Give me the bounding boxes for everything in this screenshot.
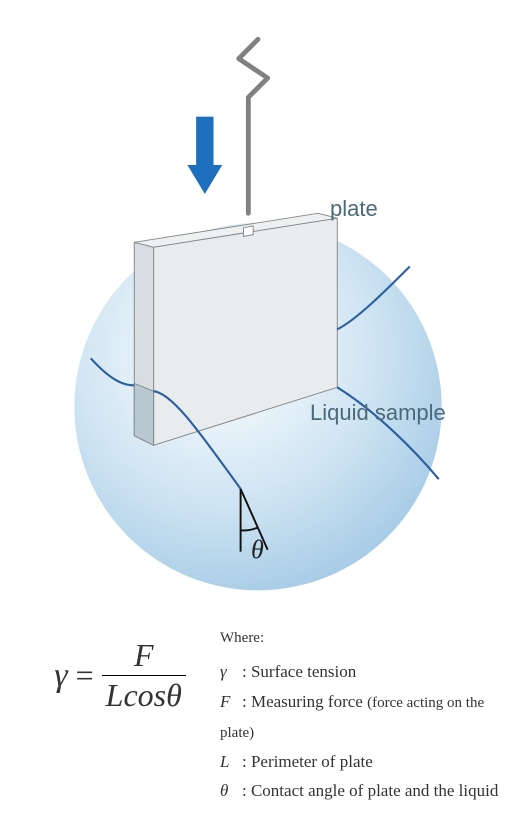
diagram-svg xyxy=(0,20,516,600)
legend-sym: θ xyxy=(220,776,242,806)
plate-immersed-front xyxy=(134,383,153,445)
legend-sym: L xyxy=(220,747,242,777)
equation-block: γ = F Lcosθ Where: γ: Surface tension F:… xyxy=(30,625,500,806)
eq-gamma: γ xyxy=(54,657,67,695)
label-plate: plate xyxy=(330,196,378,222)
legend-text: : Measuring force xyxy=(242,692,367,711)
eq-denominator: Lcosθ xyxy=(102,675,186,713)
down-arrow-icon xyxy=(187,117,222,194)
equation: γ = F Lcosθ xyxy=(30,639,210,712)
legend-sym: F xyxy=(220,687,242,717)
legend-item: θ: Contact angle of plate and the liquid xyxy=(220,776,500,806)
figure-container: plate Liquid sample θ γ = F Lcosθ Where:… xyxy=(0,0,516,829)
legend-item: γ: Surface tension xyxy=(220,657,500,687)
plate-hook-slot xyxy=(244,226,254,237)
legend-item: L: Perimeter of plate xyxy=(220,747,500,777)
legend-text: : Contact angle of plate and the liquid xyxy=(242,781,498,800)
legend-text: : Perimeter of plate xyxy=(242,752,373,771)
legend-text: : Surface tension xyxy=(242,662,356,681)
hook-icon xyxy=(239,39,268,213)
eq-numerator: F xyxy=(130,639,158,675)
legend-item: F: Measuring force (force acting on the … xyxy=(220,687,500,747)
label-liquid: Liquid sample xyxy=(310,400,446,426)
legend: Where: γ: Surface tension F: Measuring f… xyxy=(220,625,500,806)
eq-fraction: F Lcosθ xyxy=(102,639,186,712)
legend-sym: γ xyxy=(220,657,242,687)
legend-title: Where: xyxy=(220,625,500,651)
label-theta: θ xyxy=(251,535,264,565)
eq-equals: = xyxy=(76,657,94,694)
